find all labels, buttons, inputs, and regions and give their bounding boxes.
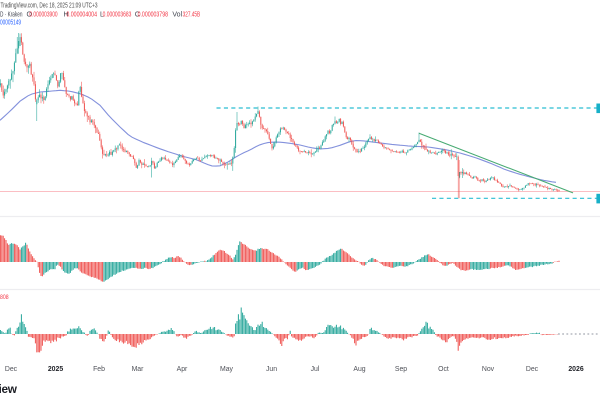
svg-text:0.000003900: 0.000003900 (29, 12, 57, 19)
svg-text:Vol: Vol (172, 12, 182, 19)
svg-text:Apr: Apr (177, 366, 188, 373)
svg-text:0.000003798: 0.000003798 (138, 12, 168, 19)
svg-text:Sep: Sep (395, 366, 407, 373)
svg-text:iew: iew (0, 382, 18, 396)
svg-text:Mar: Mar (132, 366, 145, 373)
svg-text:327.45B: 327.45B (183, 12, 201, 19)
svg-text:0.000004004: 0.000004004 (66, 12, 97, 19)
svg-text:00005149: 00005149 (0, 20, 21, 27)
svg-text:Feb: Feb (93, 366, 105, 373)
svg-text:H: H (64, 12, 69, 19)
svg-text:Jul: Jul (311, 366, 320, 373)
svg-text:Oct: Oct (438, 366, 449, 373)
svg-text:L: L (100, 12, 104, 19)
svg-text:Dec: Dec (5, 366, 18, 373)
svg-text:808: 808 (0, 294, 9, 301)
svg-text:Nov: Nov (482, 366, 495, 373)
svg-text:TradingView.com, Dec 18, 2025: TradingView.com, Dec 18, 2025 21:09 UTC+… (1, 3, 98, 10)
svg-text:Dec: Dec (526, 366, 539, 373)
svg-text:May: May (220, 366, 234, 373)
svg-text:O: O (27, 12, 33, 19)
svg-text:Aug: Aug (353, 366, 365, 373)
svg-text:Jun: Jun (266, 366, 277, 373)
svg-text:C: C (135, 12, 140, 19)
svg-text:D · Kraken: D · Kraken (0, 12, 23, 19)
svg-text:0.000003683: 0.000003683 (103, 12, 132, 19)
svg-text:2026: 2026 (568, 366, 583, 373)
svg-text:2025: 2025 (48, 366, 63, 373)
